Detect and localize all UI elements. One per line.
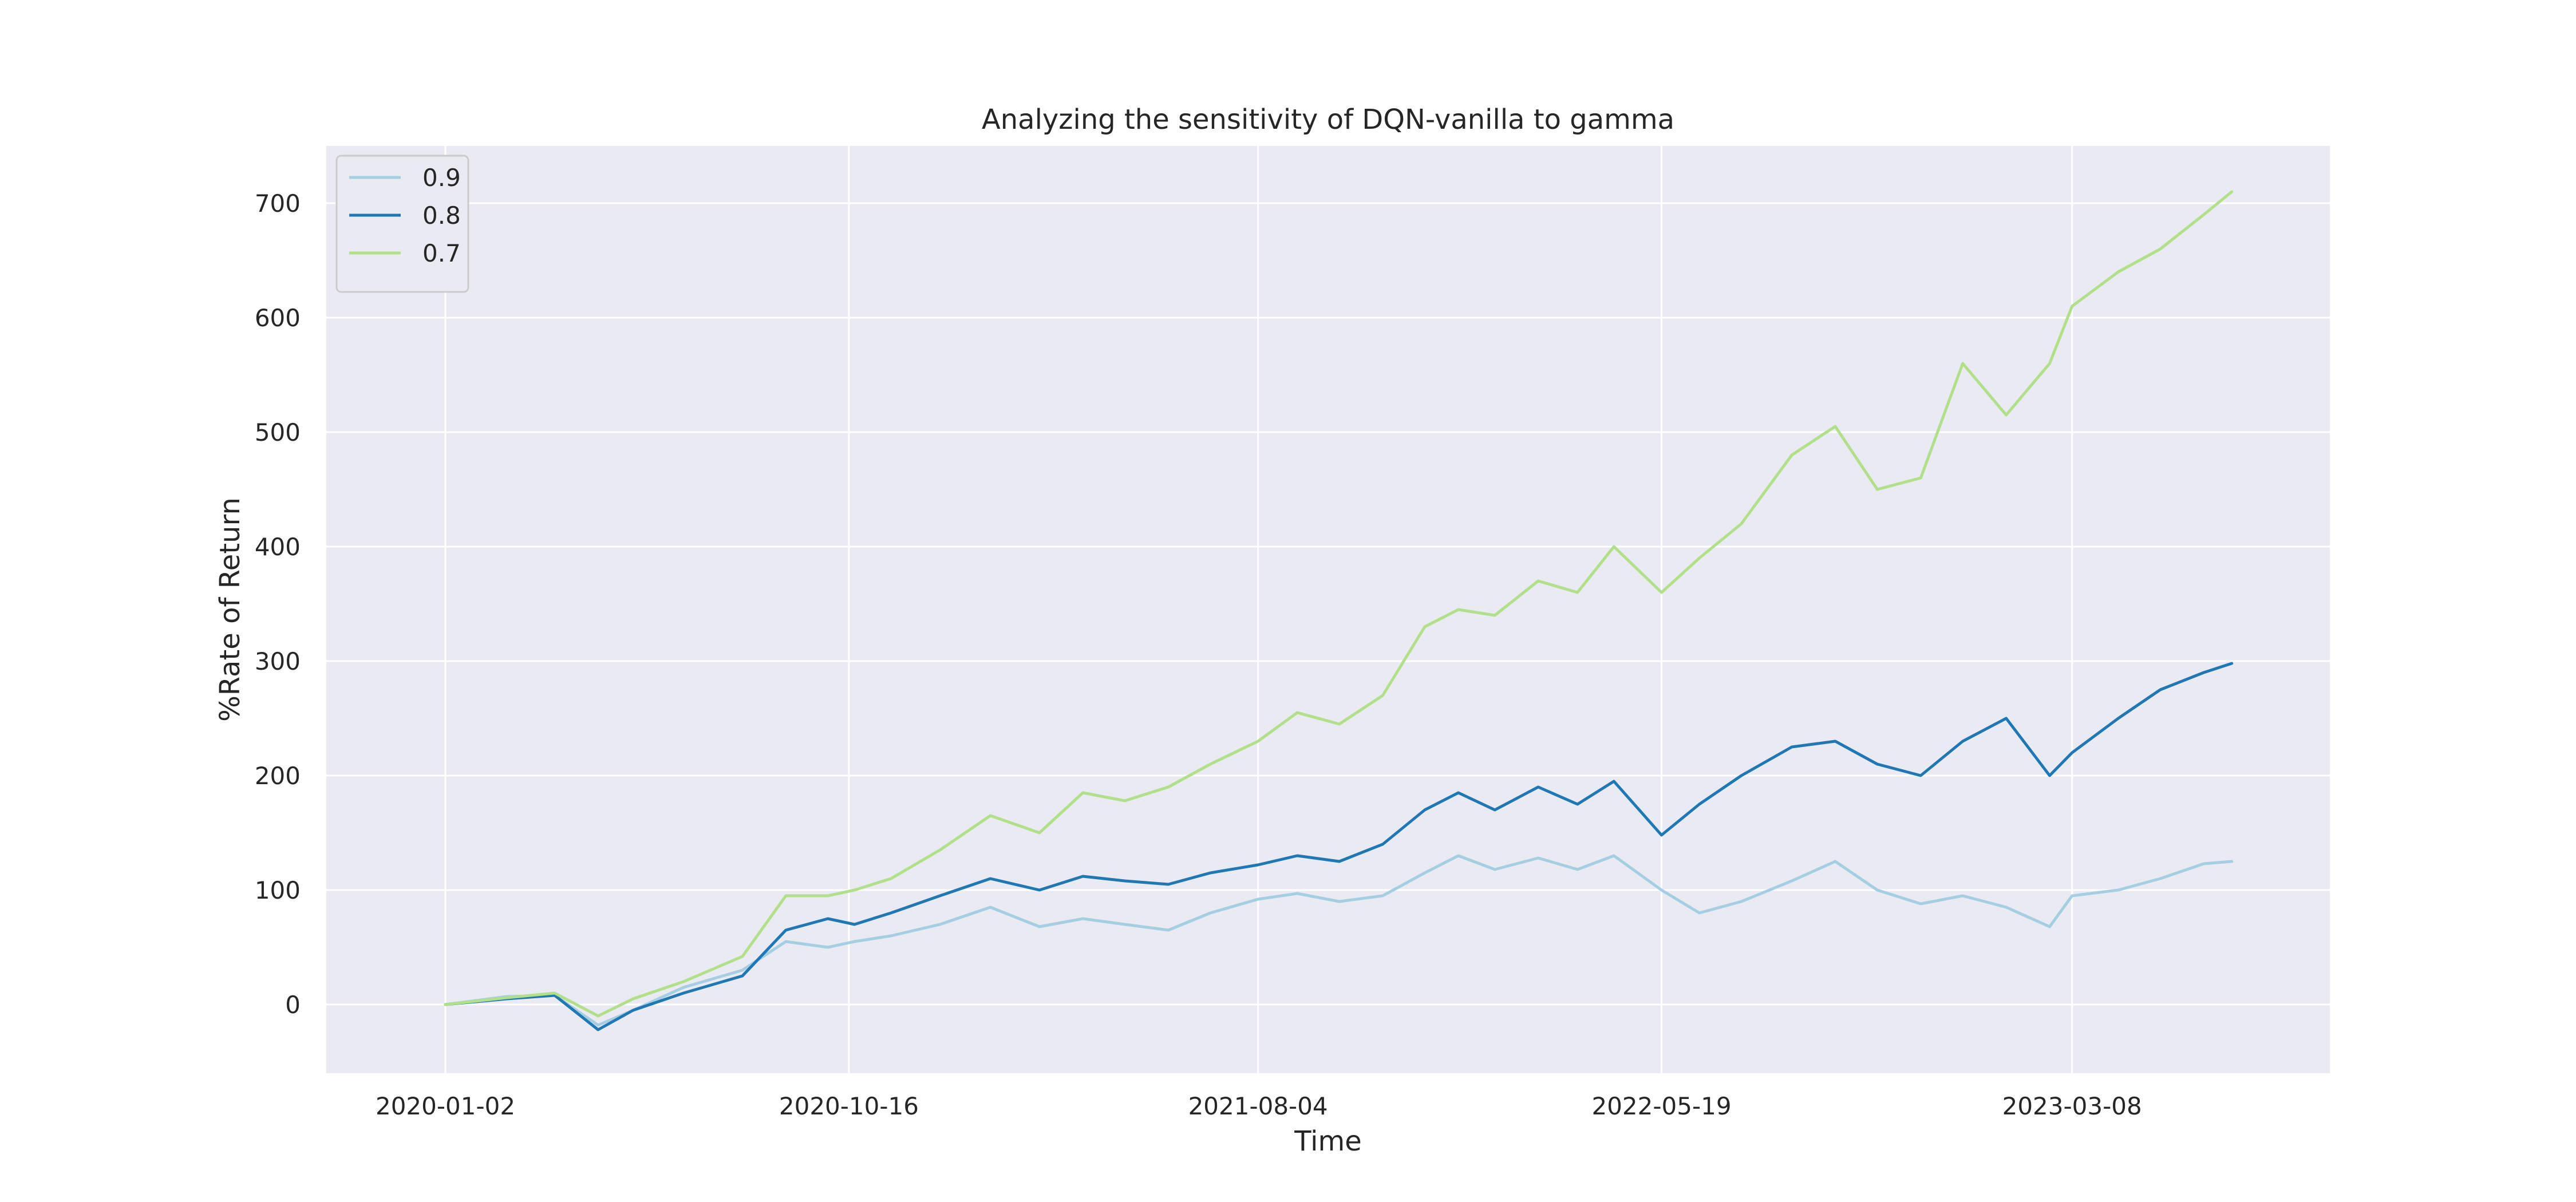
series-line-0.9 — [444, 854, 2234, 1027]
x-tick-label: 2022-05-19 — [1591, 1092, 1731, 1120]
y-tick-label: 700 — [255, 189, 301, 218]
chart-title: Analyzing the sensitivity of DQN-vanilla… — [982, 104, 1674, 136]
grid — [326, 146, 2330, 1073]
axis-ticks: 0 100 200 300 400 500 600 700 2020-01-02 2020-10-… — [255, 189, 2142, 1120]
y-tick-label: 400 — [255, 533, 301, 561]
x-axis-label: Time — [1294, 1125, 1361, 1157]
series-line-0.8 — [444, 662, 2234, 1031]
legend-box — [335, 155, 469, 293]
y-tick-label: 0 — [285, 991, 301, 1019]
x-tick-label: 2020-01-02 — [376, 1092, 515, 1120]
y-tick-label: 100 — [255, 876, 301, 904]
legend-label: 0.8 — [422, 201, 461, 230]
series-lines — [444, 190, 2234, 1031]
x-tick-label: 2021-08-04 — [1188, 1092, 1328, 1120]
x-tick-label: 2020-10-16 — [779, 1092, 919, 1120]
legend-label: 0.7 — [422, 239, 461, 267]
y-axis-label: %Rate of Return — [214, 497, 246, 722]
series-line-0.7 — [444, 190, 2234, 1018]
y-tick-label: 200 — [255, 762, 301, 790]
y-tick-label: 500 — [255, 418, 301, 446]
legend: 0.9 0.8 0.7 — [335, 155, 469, 293]
y-tick-label: 300 — [255, 647, 301, 675]
legend-label: 0.9 — [422, 164, 461, 192]
plot-area — [326, 146, 2330, 1073]
x-tick-label: 2023-03-08 — [2002, 1092, 2142, 1120]
y-tick-label: 600 — [255, 304, 301, 332]
